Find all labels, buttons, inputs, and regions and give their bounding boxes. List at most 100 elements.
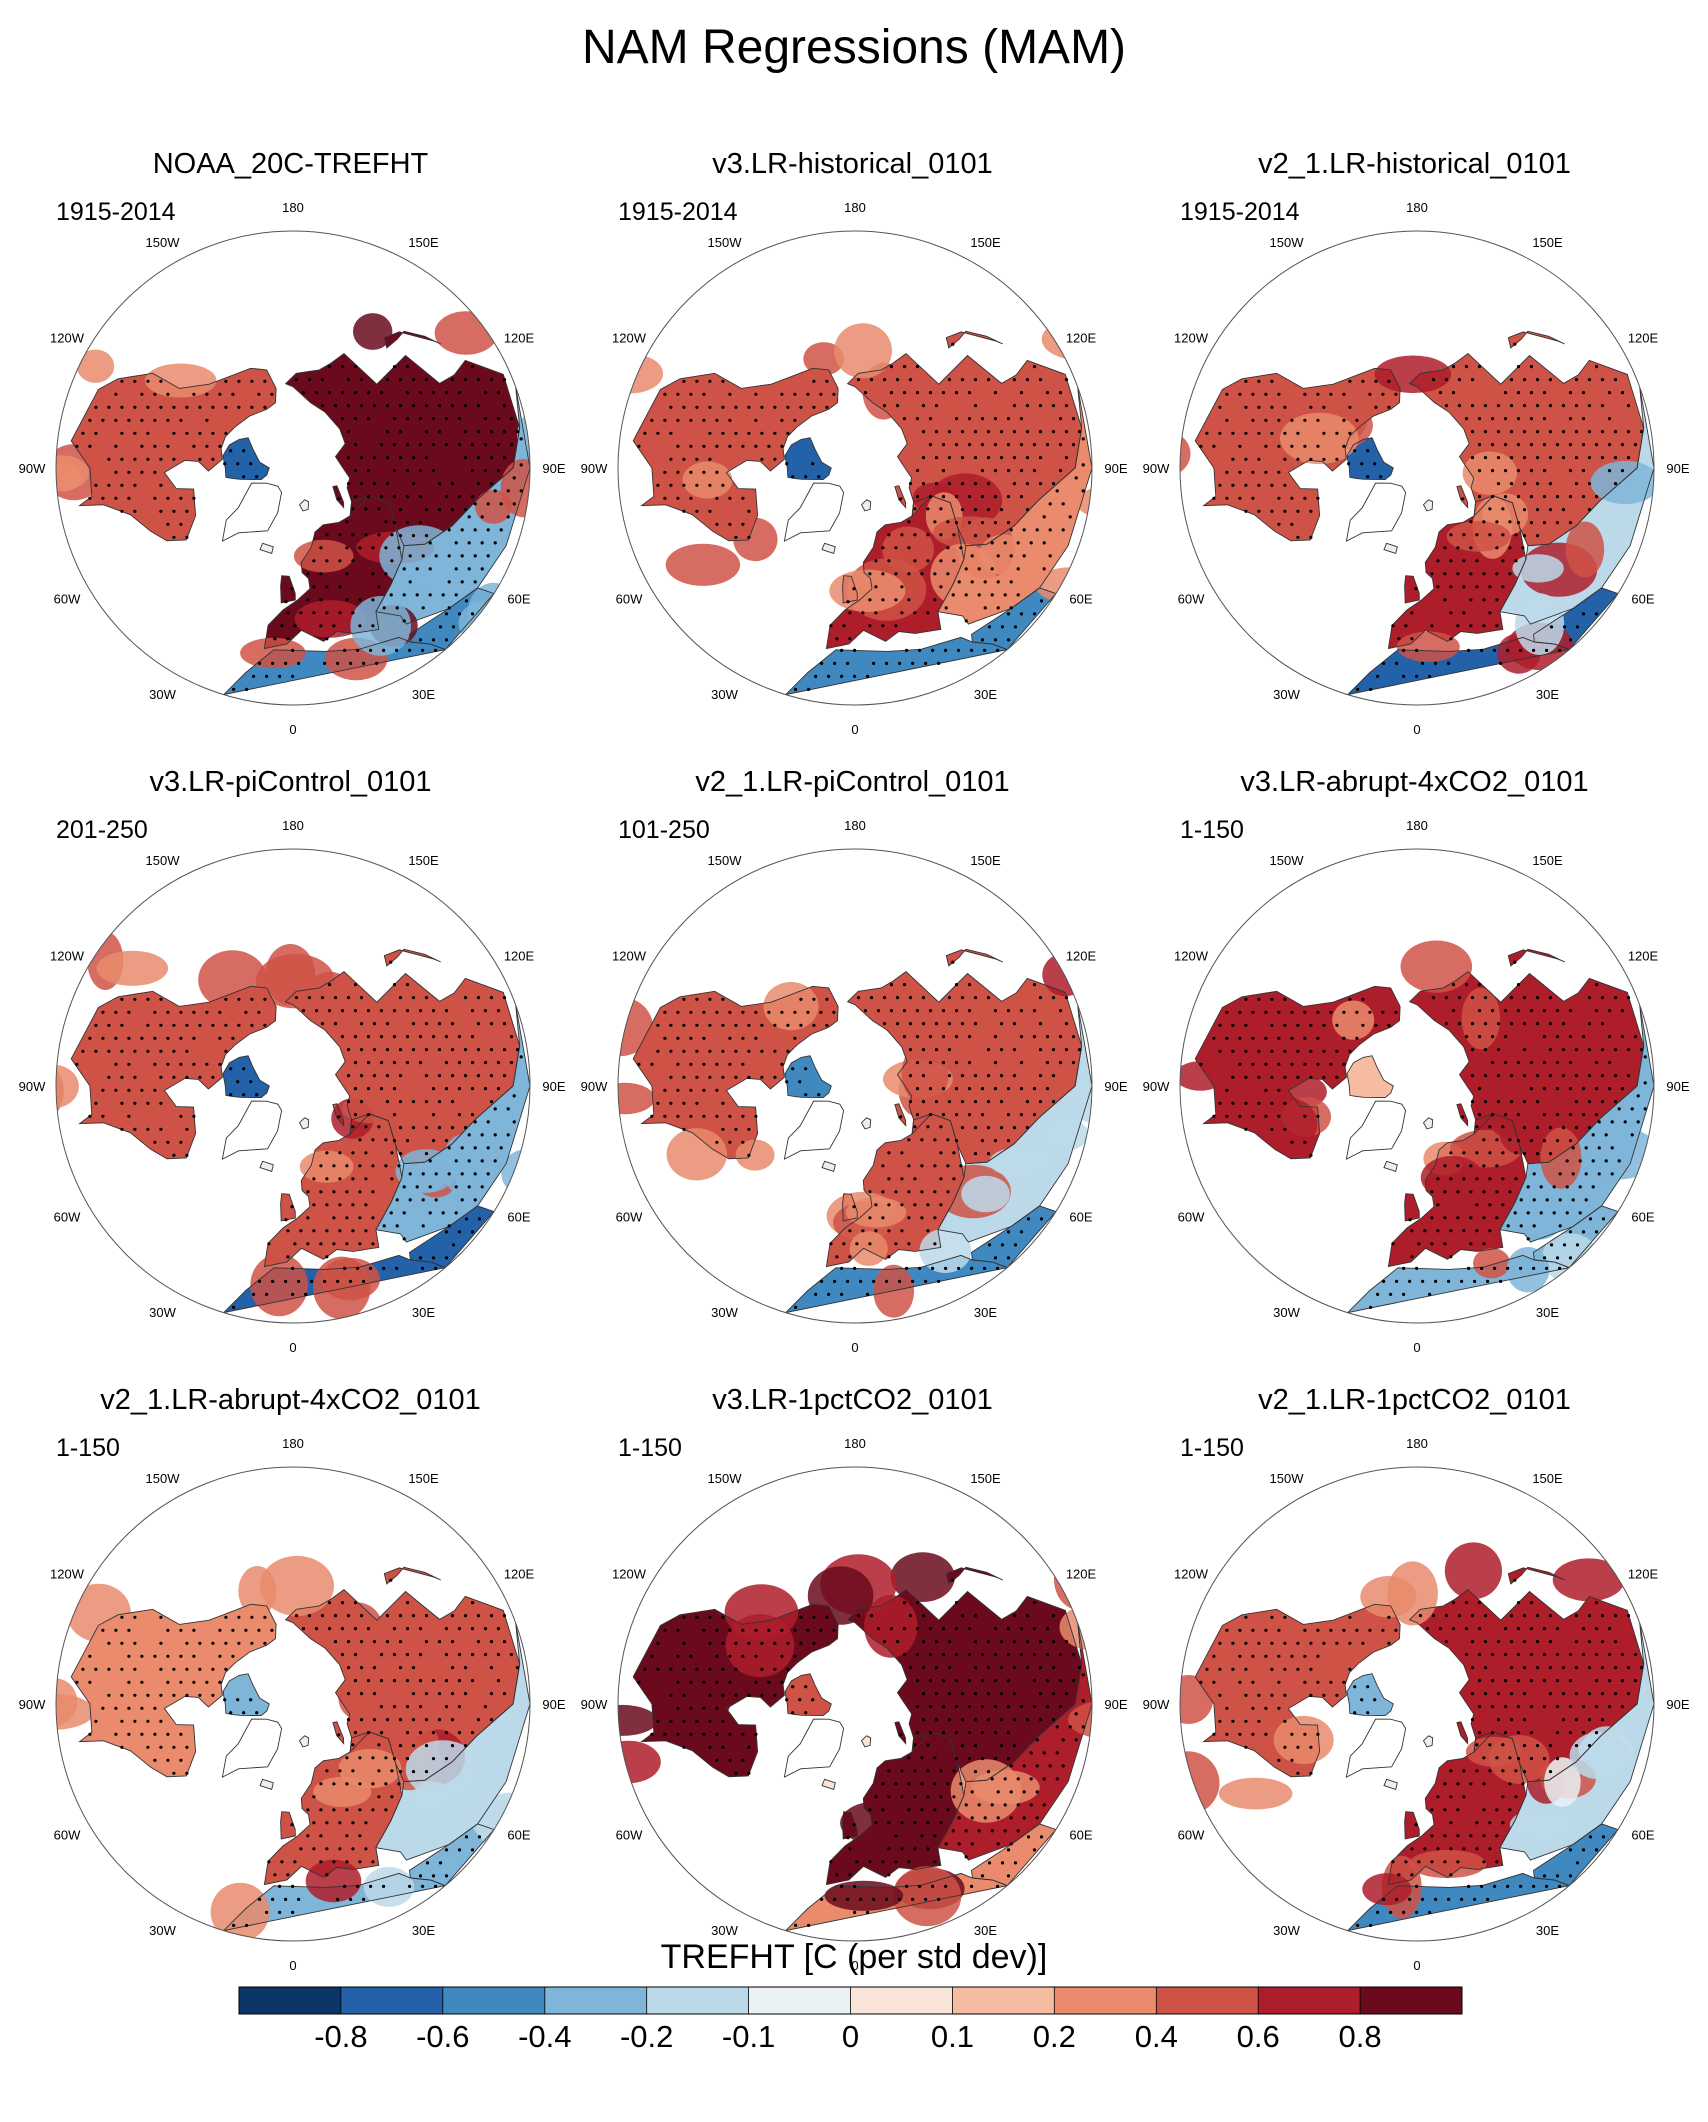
longitude-label: 150W <box>1270 853 1305 868</box>
longitude-label: 90W <box>581 1079 608 1094</box>
significance-stipple <box>267 1125 401 1259</box>
map-panel: 180 150E 120E 90E 60E 30E 0 30W 60W 90W 120W 150W v2… <box>1130 148 1699 768</box>
regression-blob <box>1515 593 1565 655</box>
regression-blob <box>379 525 460 588</box>
regression-blob <box>1038 1118 1089 1152</box>
regression-blob <box>1420 1156 1484 1200</box>
polar-map: 180 150E 120E 90E 60E 30E 0 30W 60W 90W 120W 150W <box>19 1436 566 1973</box>
longitude-label: 30W <box>1273 687 1300 702</box>
land-nz <box>332 1721 344 1744</box>
longitude-label: 150W <box>708 853 743 868</box>
longitude-label: 120W <box>1174 949 1209 964</box>
significance-stipple <box>418 1217 482 1260</box>
land-ca <box>223 1055 270 1098</box>
longitude-label: 30W <box>149 1305 176 1320</box>
regression-blob <box>725 1614 795 1678</box>
coastline <box>1533 1205 1619 1269</box>
coastline <box>409 1205 495 1269</box>
coastline <box>1383 1778 1398 1790</box>
regression-blob <box>862 362 905 420</box>
polar-map: 180 150E 120E 90E 60E 30E 0 30W 60W 90W 120W 150W <box>1143 200 1690 737</box>
coastline <box>221 1718 283 1778</box>
longitude-label: 60W <box>1178 1828 1205 1843</box>
longitude-label: 60E <box>1069 1210 1092 1225</box>
land-ar <box>1533 1823 1618 1886</box>
longitude-label: 0 <box>289 722 296 737</box>
coastline <box>783 1718 845 1778</box>
regression-blob <box>1446 521 1511 552</box>
coastline <box>894 485 907 509</box>
longitude-label: 180 <box>844 1436 866 1451</box>
longitude-label: 180 <box>282 1436 304 1451</box>
panel-period: 1915-2014 <box>1180 198 1300 226</box>
significance-stipple <box>899 1733 903 1737</box>
coastline <box>409 587 495 651</box>
land-na <box>1195 1604 1401 1777</box>
coastline <box>1345 1100 1407 1160</box>
longitude-label: 150W <box>1270 1471 1305 1486</box>
land-ja <box>384 331 441 348</box>
longitude-label: 120W <box>1174 331 1209 346</box>
regression-blob <box>1569 1732 1630 1780</box>
coastline <box>1507 330 1565 349</box>
regression-blob <box>961 1175 1010 1213</box>
significance-stipple <box>637 997 836 1157</box>
panel-title: NOAA_20C-TREFHT <box>152 148 429 180</box>
land-si <box>1409 353 1644 546</box>
colorbar-tick-label: -0.1 <box>722 2019 775 2054</box>
significance-stipple <box>75 1615 274 1775</box>
significance-stipple <box>1414 587 1418 591</box>
significance-stipple <box>337 1733 341 1737</box>
land-ca <box>785 437 832 480</box>
significance-stipple <box>829 507 963 641</box>
regression-blob <box>1257 1097 1318 1151</box>
panel-period: 1-150 <box>618 1434 682 1462</box>
regression-blob <box>342 1094 398 1124</box>
panel-title: v3.LR-1pctCO2_0101 <box>712 1384 993 1416</box>
regression-blob <box>1400 940 1473 993</box>
significance-stipple <box>382 437 523 623</box>
longitude-label: 90W <box>19 1697 46 1712</box>
coastline <box>409 1823 495 1887</box>
colorbar-tick-label: 0.2 <box>1033 2019 1076 2054</box>
significance-stipple <box>846 587 856 604</box>
coastline <box>280 1811 296 1840</box>
significance-stipple <box>1513 1578 1517 1582</box>
land-ja <box>946 949 1003 966</box>
colorbar-swatch <box>1054 1987 1157 2014</box>
panel-period: 1915-2014 <box>56 198 176 226</box>
map-panel: 180 150E 120E 90E 60E 30E 0 30W 60W 90W 120W 150W v3… <box>1130 766 1699 1386</box>
colorbar-swatch <box>340 1987 444 2014</box>
significance-stipple <box>1199 1615 1398 1775</box>
longitude-label: 90E <box>1666 1079 1689 1094</box>
regression-blob <box>56 463 82 492</box>
significance-stipple <box>1356 1884 1562 1927</box>
regression-blob <box>807 1566 874 1625</box>
regression-blob <box>363 1866 415 1907</box>
significance-stipple <box>75 379 274 539</box>
land-uk <box>1404 1811 1420 1839</box>
longitude-label: 30E <box>974 1305 997 1320</box>
regression-blob <box>1473 1248 1511 1279</box>
land-uk <box>280 1811 296 1839</box>
longitude-label: 60W <box>54 1828 81 1843</box>
panel-period: 1-150 <box>1180 816 1244 844</box>
panel-title: v3.LR-abrupt-4xCO2_0101 <box>1240 766 1589 798</box>
longitude-label: 90E <box>1104 461 1127 476</box>
longitude-label: 90W <box>19 461 46 476</box>
panel-title: v3.LR-piControl_0101 <box>149 766 432 798</box>
longitude-label: 150E <box>408 853 439 868</box>
coastline <box>1422 1117 1434 1130</box>
significance-stipple <box>1353 1685 1377 1715</box>
longitude-label: 30W <box>1273 1305 1300 1320</box>
coastline <box>383 1566 441 1585</box>
significance-stipple <box>944 437 1085 623</box>
longitude-label: 30E <box>1536 1923 1559 1938</box>
regression-blob <box>618 353 664 394</box>
regression-blob <box>824 1880 904 1911</box>
polar-map: 180 150E 120E 90E 60E 30E 0 30W 60W 90W 120W 150W <box>1143 1436 1690 1973</box>
regression-blob <box>293 539 354 573</box>
regression-blob <box>1332 1000 1375 1040</box>
land-ca <box>223 1673 270 1716</box>
longitude-label: 180 <box>844 200 866 215</box>
